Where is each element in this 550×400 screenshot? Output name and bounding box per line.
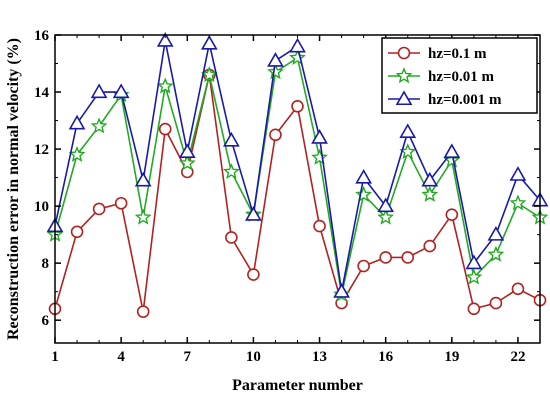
- data-point: [421, 185, 439, 202]
- x-tick-label: 4: [117, 349, 125, 365]
- legend-marker: [395, 67, 413, 84]
- x-tick-label: 1: [51, 349, 59, 365]
- data-point: [289, 37, 306, 53]
- data-point: [267, 52, 284, 67]
- y-tick-label: 16: [34, 28, 50, 44]
- data-point: [399, 123, 417, 139]
- x-tick-label: 16: [378, 349, 394, 365]
- data-point: [158, 122, 172, 136]
- data-point: [156, 77, 174, 94]
- data-point: [489, 296, 503, 310]
- data-point: [379, 251, 392, 264]
- legend-marker: [397, 46, 411, 60]
- y-tick-label: 6: [42, 313, 50, 329]
- data-point: [487, 245, 505, 262]
- y-tick-label: 12: [34, 142, 49, 158]
- data-point: [90, 83, 108, 99]
- data-point: [68, 114, 86, 130]
- x-tick-label: 22: [510, 349, 525, 365]
- data-point: [136, 305, 150, 318]
- data-point: [357, 259, 370, 273]
- data-point: [134, 171, 152, 187]
- data-point: [269, 128, 282, 142]
- data-point: [178, 154, 196, 171]
- data-point: [333, 283, 350, 298]
- data-point: [421, 171, 439, 187]
- data-point: [70, 225, 84, 239]
- x-axis-label: Parameter number: [232, 377, 363, 394]
- data-point: [178, 143, 196, 158]
- data-point: [355, 168, 373, 184]
- data-point: [200, 34, 218, 50]
- y-tick-label: 14: [34, 85, 50, 101]
- y-tick-label: 8: [42, 256, 50, 272]
- data-point: [291, 99, 304, 113]
- x-tick-label: 7: [184, 349, 192, 365]
- data-point: [68, 145, 86, 162]
- y-tick-label: 10: [34, 199, 49, 215]
- data-point: [511, 282, 525, 296]
- data-point: [156, 32, 174, 47]
- data-point: [200, 66, 218, 83]
- x-tick-label: 19: [444, 349, 459, 365]
- data-point: [445, 208, 459, 221]
- data-point: [487, 226, 505, 241]
- data-point: [114, 196, 128, 210]
- data-point: [222, 131, 240, 147]
- legend-entry: hz=0.1 m: [428, 46, 487, 62]
- data-point: [245, 206, 262, 221]
- data-point: [222, 163, 240, 180]
- data-point: [401, 251, 415, 264]
- x-tick-label: 13: [312, 349, 327, 365]
- data-point: [313, 219, 326, 233]
- data-point: [377, 197, 395, 213]
- data-point: [377, 208, 395, 225]
- x-tick-label: 10: [246, 349, 261, 365]
- legend-entry: hz=0.01 m: [428, 69, 495, 85]
- data-point: [311, 129, 328, 144]
- data-point: [467, 302, 481, 316]
- data-point: [509, 194, 527, 211]
- data-point: [247, 268, 260, 281]
- data-point: [423, 239, 437, 253]
- legend-marker: [395, 90, 413, 106]
- data-point: [267, 63, 284, 80]
- data-point: [465, 268, 483, 285]
- data-point: [134, 208, 152, 225]
- data-point: [311, 148, 328, 165]
- data-point: [92, 202, 106, 216]
- series-star: [46, 48, 549, 302]
- data-point: [112, 83, 130, 99]
- data-point: [443, 143, 461, 158]
- legend: hz=0.1 m hz=0.01 m hz=0.001 m: [381, 37, 538, 114]
- data-point: [90, 117, 108, 134]
- data-point: [465, 254, 483, 270]
- legend-entry: hz=0.001 m: [428, 92, 502, 108]
- y-axis-label: Reconstruction error in normal velocity …: [5, 38, 22, 340]
- data-point: [225, 231, 238, 244]
- data-point: [509, 166, 527, 181]
